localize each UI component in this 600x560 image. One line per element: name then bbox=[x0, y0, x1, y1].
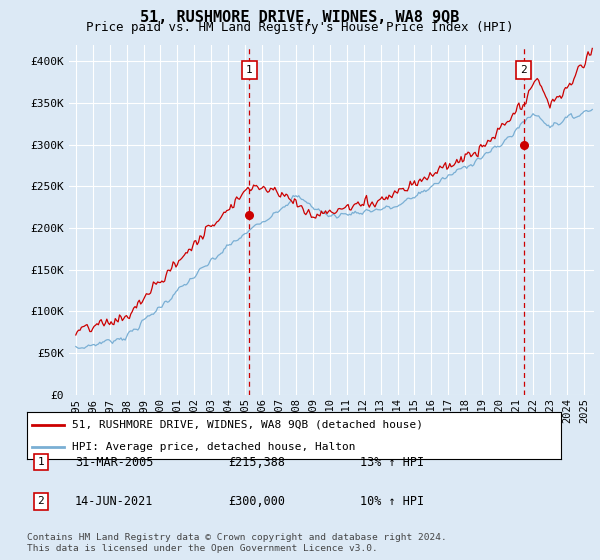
Text: 10% ↑ HPI: 10% ↑ HPI bbox=[360, 494, 424, 508]
Text: 13% ↑ HPI: 13% ↑ HPI bbox=[360, 455, 424, 469]
Text: 51, RUSHMORE DRIVE, WIDNES, WA8 9QB (detached house): 51, RUSHMORE DRIVE, WIDNES, WA8 9QB (det… bbox=[73, 420, 424, 430]
Text: Price paid vs. HM Land Registry's House Price Index (HPI): Price paid vs. HM Land Registry's House … bbox=[86, 21, 514, 34]
Text: £300,000: £300,000 bbox=[228, 494, 285, 508]
Text: 51, RUSHMORE DRIVE, WIDNES, WA8 9QB: 51, RUSHMORE DRIVE, WIDNES, WA8 9QB bbox=[140, 10, 460, 25]
Text: 1: 1 bbox=[37, 457, 44, 467]
Text: 2: 2 bbox=[37, 496, 44, 506]
Text: HPI: Average price, detached house, Halton: HPI: Average price, detached house, Halt… bbox=[73, 442, 356, 452]
Text: 14-JUN-2021: 14-JUN-2021 bbox=[75, 494, 154, 508]
Text: £215,388: £215,388 bbox=[228, 455, 285, 469]
Text: Contains HM Land Registry data © Crown copyright and database right 2024.
This d: Contains HM Land Registry data © Crown c… bbox=[27, 533, 447, 553]
Text: 1: 1 bbox=[246, 65, 253, 75]
Text: 2: 2 bbox=[520, 65, 527, 75]
Text: 31-MAR-2005: 31-MAR-2005 bbox=[75, 455, 154, 469]
